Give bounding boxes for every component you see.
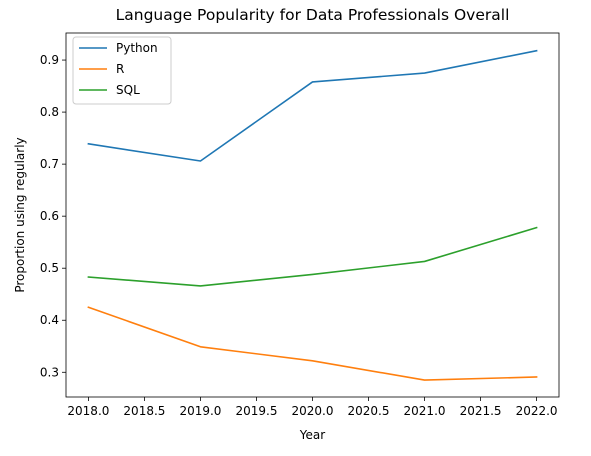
y-axis-label: Proportion using regularly (13, 137, 27, 292)
y-tick-label: 0.9 (40, 53, 59, 67)
x-tick-label: 2020.0 (292, 404, 334, 418)
x-tick-label: 2018.0 (67, 404, 109, 418)
y-tick-label: 0.3 (40, 365, 59, 379)
chart-title: Language Popularity for Data Professiona… (116, 6, 510, 24)
legend-label-python: Python (116, 41, 158, 55)
y-tick-label: 0.4 (40, 313, 59, 327)
y-tick-label: 0.7 (40, 157, 59, 171)
y-tick-label: 0.8 (40, 105, 59, 119)
y-tick-label: 0.5 (40, 261, 59, 275)
y-axis: 0.3 0.4 0.5 0.6 0.7 0.8 0.9 (40, 53, 66, 379)
x-tick-label: 2021.0 (404, 404, 446, 418)
plot-lines (87, 49, 538, 381)
y-tick-label: 0.6 (40, 209, 59, 223)
series-line-python (87, 49, 538, 162)
legend-label-r: R (116, 62, 124, 76)
series-line-sql (87, 226, 538, 287)
x-tick-label: 2018.5 (123, 404, 165, 418)
legend: Python R SQL (72, 36, 172, 105)
x-tick-label: 2021.5 (460, 404, 502, 418)
x-tick-label: 2019.5 (235, 404, 277, 418)
x-tick-label: 2019.0 (179, 404, 221, 418)
series-line-r (87, 306, 538, 381)
x-tick-label: 2022.0 (516, 404, 558, 418)
legend-label-sql: SQL (116, 83, 140, 97)
legend-frame (72, 36, 172, 105)
x-axis: 2018.0 2018.5 2019.0 2019.5 2020.0 2020.5 2021… (67, 397, 558, 418)
x-tick-label: 2020.5 (348, 404, 390, 418)
x-axis-label: Year (299, 428, 325, 442)
